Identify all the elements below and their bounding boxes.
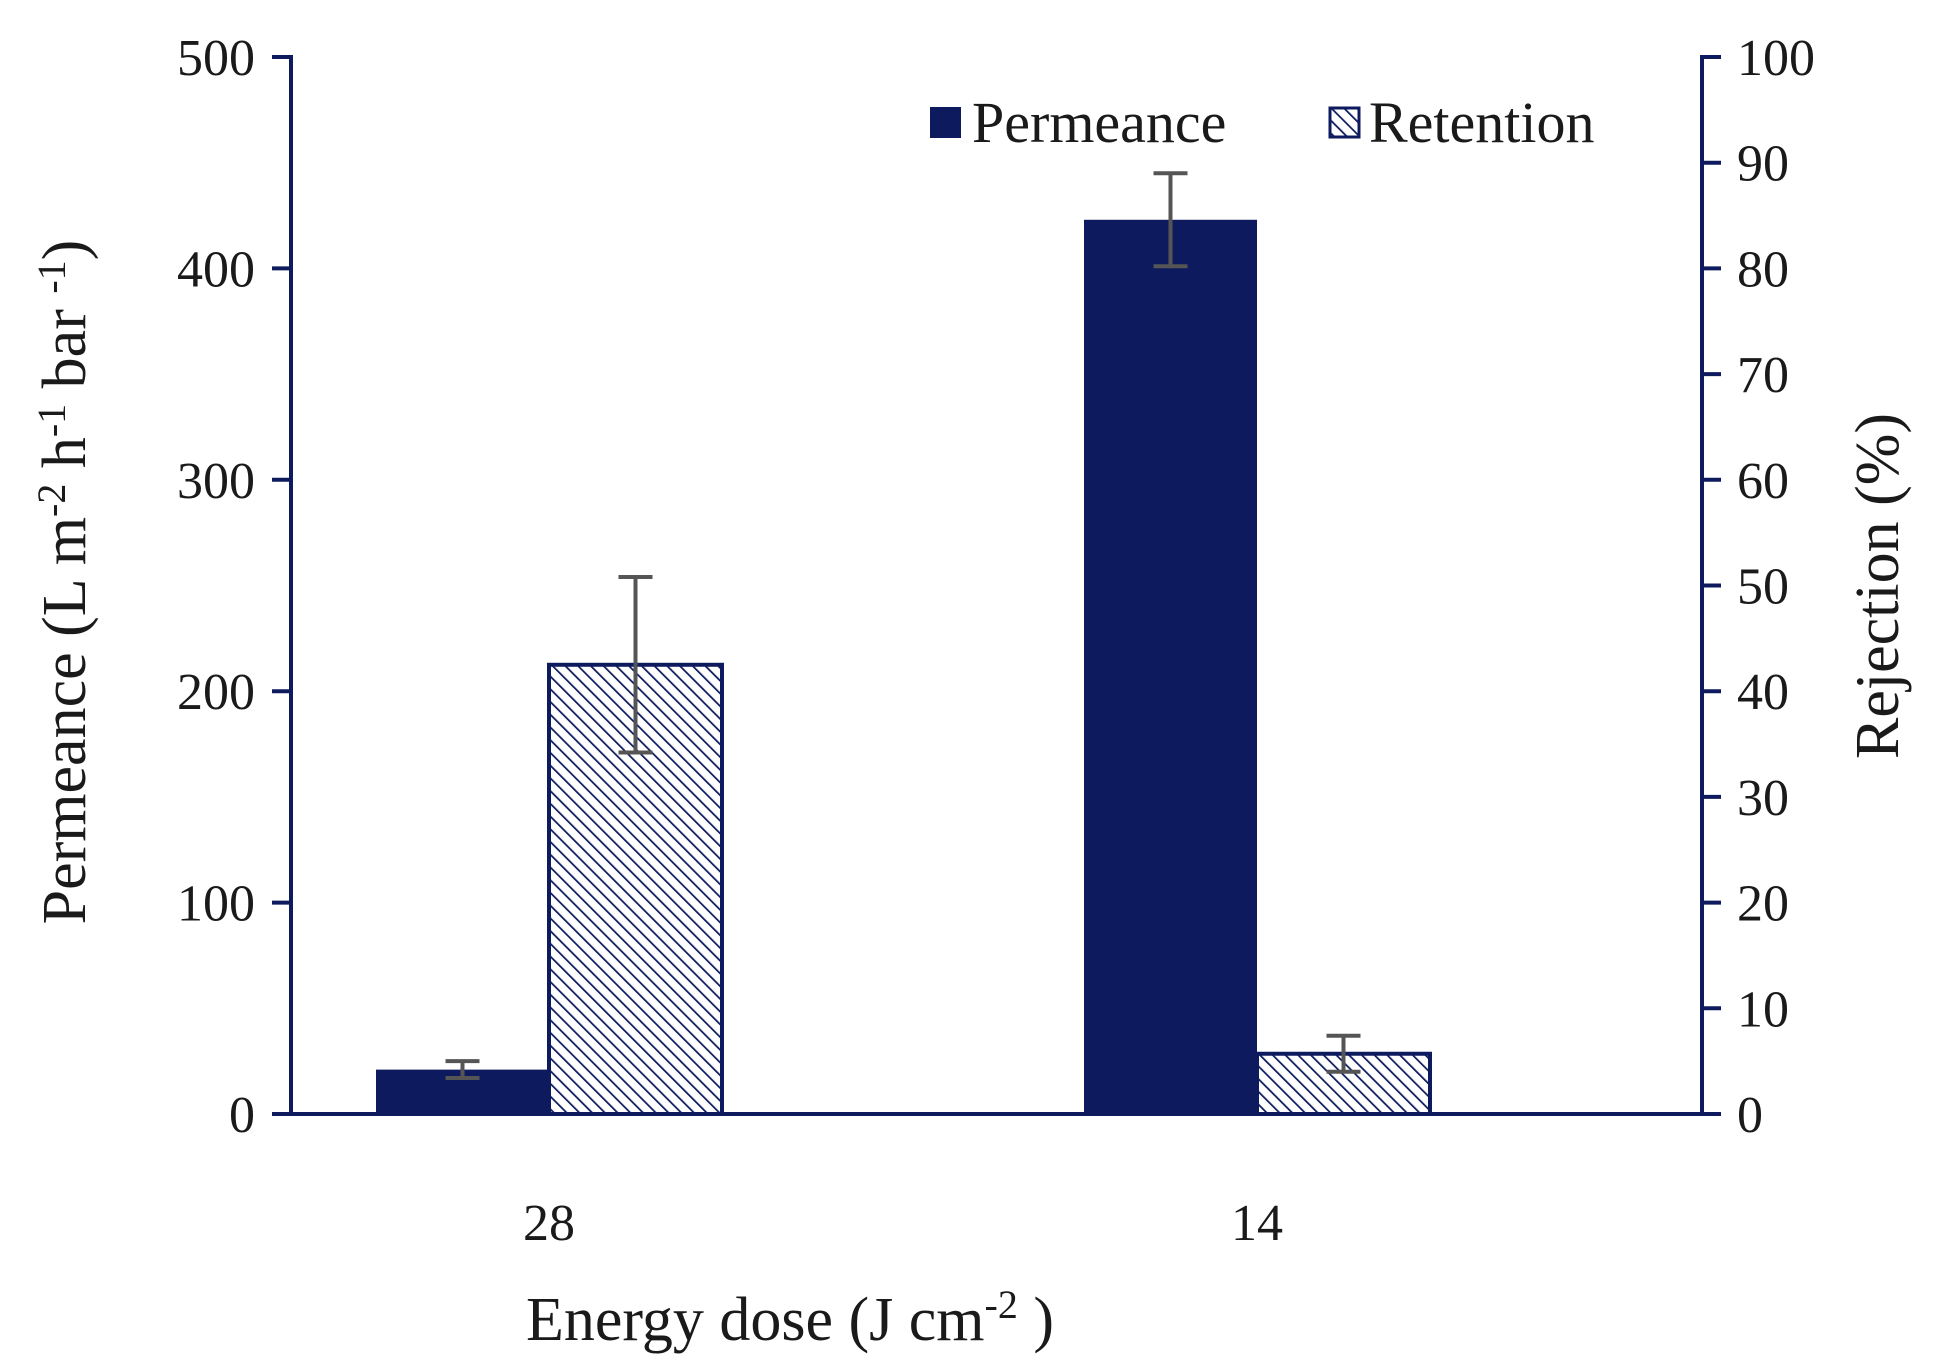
y-right-tick-label: 50 xyxy=(1737,559,1789,616)
y-axis-right-title: Rejection (%) xyxy=(1844,413,1912,759)
legend-label-retention: Retention xyxy=(1369,90,1595,155)
y-right-tick-label: 100 xyxy=(1737,30,1815,87)
y-left-tick-label: 400 xyxy=(177,241,255,298)
y-right-tick-label: 60 xyxy=(1737,453,1789,510)
y-right-tick-label: 10 xyxy=(1737,981,1789,1038)
x-tick-label: 28 xyxy=(523,1195,575,1252)
y-right-tick-label: 30 xyxy=(1737,770,1789,827)
x-tick-label: 14 xyxy=(1231,1195,1283,1252)
x-axis-title: Energy dose (J cm-2 ) xyxy=(526,1282,1054,1354)
y-right-tick-label: 40 xyxy=(1737,664,1789,721)
y-axis-left-title: Permeance (L m-2 h-1 bar -1) xyxy=(29,240,99,925)
y-left-tick-label: 300 xyxy=(177,453,255,510)
y-left-tick-label: 100 xyxy=(177,876,255,933)
y-left-tick-label: 0 xyxy=(229,1087,255,1144)
legend-label-permeance: Permeance xyxy=(972,90,1226,155)
y-right-tick-label: 0 xyxy=(1737,1087,1763,1144)
y-left-tick-label: 500 xyxy=(177,30,255,87)
legend-swatch-retention xyxy=(1328,106,1361,139)
legend-swatch-permeance xyxy=(930,107,961,138)
y-left-tick-label: 200 xyxy=(177,664,255,721)
y-right-tick-label: 70 xyxy=(1737,347,1789,404)
y-right-tick-label: 20 xyxy=(1737,876,1789,933)
legend: Permeance Retention xyxy=(930,90,1595,155)
y-right-tick-label: 80 xyxy=(1737,241,1789,298)
y-right-tick-label: 90 xyxy=(1737,136,1789,193)
bar-permeance-14 xyxy=(1084,219,1257,1114)
